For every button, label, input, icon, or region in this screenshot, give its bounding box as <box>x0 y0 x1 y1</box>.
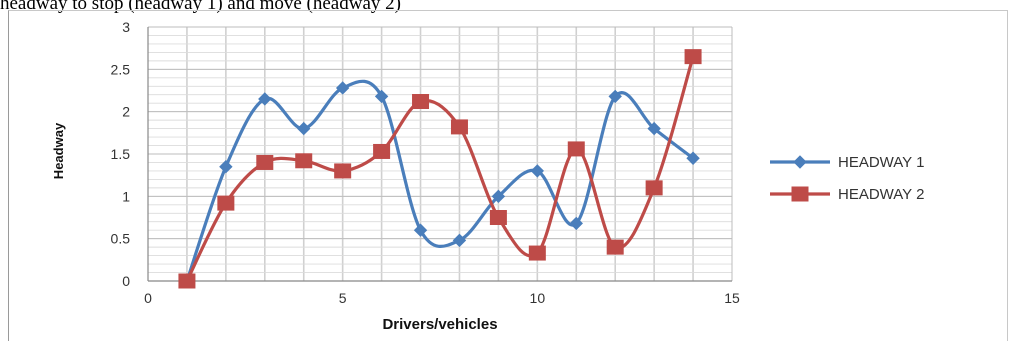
legend-label: HEADWAY 2 <box>838 186 924 203</box>
data-point <box>295 153 313 169</box>
y-tick-label: 0 <box>122 273 130 289</box>
data-point <box>178 273 196 289</box>
axes: 0 0.5 1 1.5 2 2.5 3 0 5 10 15 <box>111 19 740 306</box>
x-tick-label: 10 <box>530 290 546 306</box>
data-point <box>335 81 350 95</box>
y-axis-title: Headway <box>51 122 66 179</box>
chart-frame <box>8 10 1008 341</box>
data-point <box>647 121 661 136</box>
data-point <box>258 92 272 106</box>
series-2 <box>178 49 702 289</box>
data-point <box>297 121 311 136</box>
data-point <box>374 89 389 104</box>
y-tick-label: 1 <box>122 188 130 204</box>
data-point <box>686 151 700 165</box>
data-point <box>413 223 428 237</box>
x-tick-label: 15 <box>724 290 740 306</box>
data-point <box>334 163 352 179</box>
legend-label: HEADWAY 1 <box>838 154 924 171</box>
data-point <box>412 94 430 110</box>
data-point <box>452 233 467 248</box>
y-tick-label: 1.5 <box>111 146 131 162</box>
data-point <box>608 89 622 104</box>
y-tick-label: 2.5 <box>111 61 131 77</box>
data-point <box>684 49 702 65</box>
data-point <box>528 245 546 261</box>
data-point <box>645 180 663 196</box>
y-tick-label: 0.5 <box>111 231 131 247</box>
data-point <box>569 216 583 231</box>
data-point <box>489 210 507 225</box>
x-axis-title: Drivers/vehicles <box>382 316 497 333</box>
data-point <box>256 154 274 170</box>
data-point <box>530 164 545 178</box>
legend-entry: HEADWAY 2 <box>770 186 924 203</box>
x-tick-label: 5 <box>339 290 347 306</box>
series-group <box>178 49 702 289</box>
legend: HEADWAY 1 HEADWAY 2 <box>770 154 924 203</box>
y-tick-label: 2 <box>122 104 130 120</box>
data-point <box>373 143 391 159</box>
legend-entry: HEADWAY 1 <box>770 154 924 171</box>
legend-marker <box>791 186 809 202</box>
data-point <box>567 141 585 157</box>
data-point <box>450 119 468 135</box>
data-point <box>219 159 233 174</box>
data-point <box>606 239 624 255</box>
legend-marker <box>793 155 807 169</box>
x-tick-label: 0 <box>144 290 152 306</box>
y-tick-label: 3 <box>122 19 130 35</box>
data-point <box>217 195 235 211</box>
data-point <box>491 189 506 204</box>
